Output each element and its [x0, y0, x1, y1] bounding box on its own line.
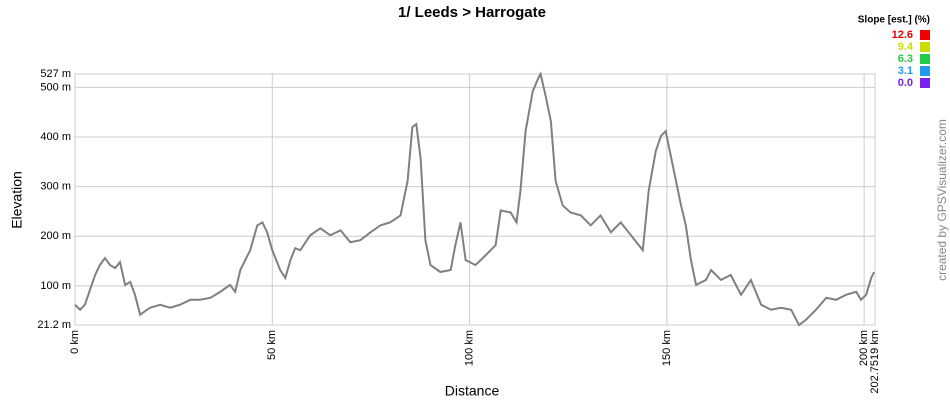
x-tick-label: 150 km	[661, 330, 673, 366]
y-tick-label: 100 m	[40, 280, 71, 292]
legend-swatch	[920, 54, 930, 64]
y-tick-label: 200 m	[40, 230, 71, 242]
x-tick-label: 200 km	[858, 330, 870, 366]
y-tick-label: 21.2 m	[37, 319, 71, 331]
x-tick-label: 50 km	[266, 330, 278, 360]
legend-swatch	[920, 30, 930, 40]
legend-label: 6.3	[898, 53, 913, 65]
x-tick-label: 202.7519 km	[869, 330, 881, 394]
legend-swatch	[920, 66, 930, 76]
legend-label: 9.4	[898, 41, 914, 53]
legend-label: 0.0	[898, 77, 913, 89]
y-axis-label: Elevation	[9, 171, 25, 229]
chart-title: 1/ Leeds > Harrogate	[398, 4, 546, 21]
elevation-line	[74, 71, 875, 327]
x-axis-label: Distance	[445, 383, 500, 399]
legend-swatch	[920, 78, 930, 88]
y-tick-label: 300 m	[40, 181, 71, 193]
y-tick-label: 500 m	[40, 81, 71, 93]
credit: created by GPSVisualizer.com	[935, 119, 949, 281]
y-tick-label: 527 m	[40, 68, 71, 80]
legend-title: Slope [est.] (%)	[858, 15, 930, 26]
plot-area	[74, 73, 876, 326]
legend-label: 3.1	[898, 65, 913, 77]
legend-label: 12.6	[892, 29, 913, 41]
y-tick-label: 400 m	[40, 131, 71, 143]
x-tick-label: 0 km	[69, 330, 81, 354]
x-tick-label: 100 km	[463, 330, 475, 366]
legend-swatch	[920, 42, 930, 52]
